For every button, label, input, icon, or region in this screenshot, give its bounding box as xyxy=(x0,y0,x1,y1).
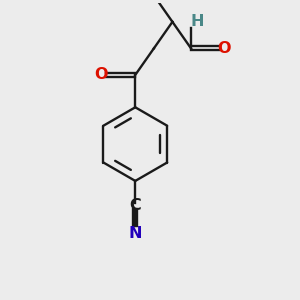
Text: H: H xyxy=(191,14,204,29)
Text: O: O xyxy=(94,68,108,82)
Text: O: O xyxy=(217,41,231,56)
Text: N: N xyxy=(128,226,142,241)
Text: C: C xyxy=(129,198,141,213)
